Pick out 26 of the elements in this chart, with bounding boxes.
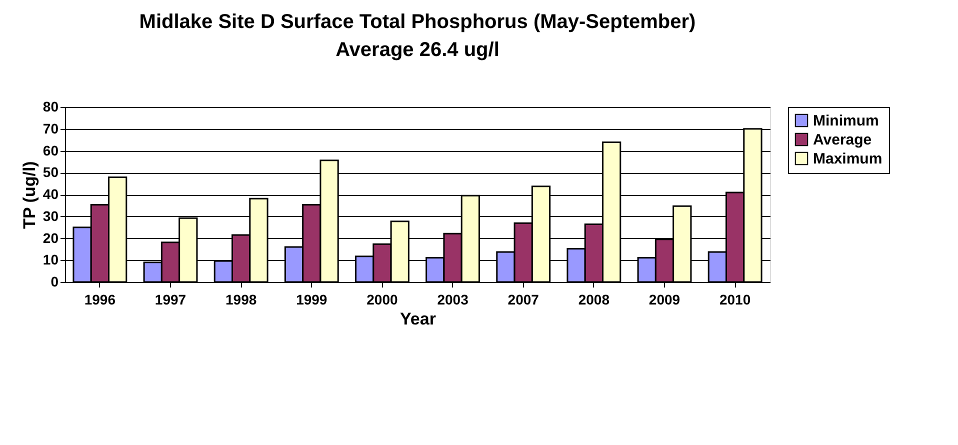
y-tick-label: 70	[42, 120, 59, 136]
y-tick-label: 30	[42, 208, 59, 224]
y-tick-label: 0	[50, 274, 59, 290]
y-tick-label: 40	[42, 186, 59, 202]
x-tick-label: 2000	[366, 292, 398, 308]
y-tick-label: 60	[42, 142, 59, 158]
chart-subtitle: Average 26.4 ug/l	[336, 39, 500, 61]
x-tick-label: 1998	[225, 292, 257, 308]
x-tick-label: 2008	[578, 292, 610, 308]
legend-label: Average	[813, 132, 872, 148]
x-tick-label: 2003	[437, 292, 469, 308]
chart-title: Midlake Site D Surface Total Phosphorus (May-September)	[139, 11, 696, 33]
x-axis-title: Year	[400, 310, 436, 328]
x-tick-label: 1996	[84, 292, 116, 308]
y-tick-label: 50	[42, 164, 59, 180]
y-axis-title: TP (ug/l)	[20, 161, 39, 229]
x-tick-label: 2007	[508, 292, 540, 308]
x-tick-label: 1999	[296, 292, 328, 308]
y-tick-label: 80	[42, 98, 59, 114]
legend-label: Minimum	[813, 112, 879, 130]
x-tick-label: 1997	[154, 292, 186, 308]
y-tick-label: 10	[42, 252, 59, 268]
x-tick-label: 2010	[719, 292, 751, 308]
y-tick-label: 20	[42, 230, 59, 246]
legend-label: Maximum	[813, 150, 882, 168]
x-tick-label: 2009	[648, 292, 680, 308]
